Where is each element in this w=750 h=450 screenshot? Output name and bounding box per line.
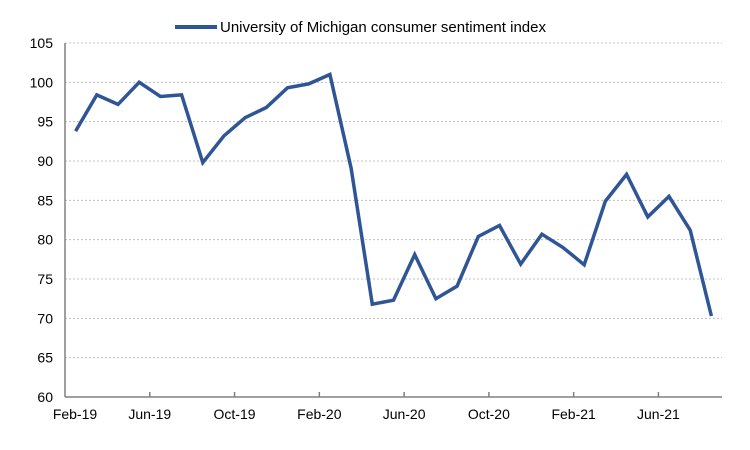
y-tick-label: 80 [37,232,53,248]
series-line-consumer-sentiment [74,72,714,317]
x-axis-ticks: Feb-19 Jun-19 Oct-19 Feb-20 Jun-20 Oct-20 Feb-… [53,392,680,422]
x-tick-label: Feb-21 [551,406,596,422]
y-tick-label: 105 [30,35,54,51]
y-tick-label: 70 [37,310,53,326]
y-tick-label: 100 [30,74,54,90]
x-tick-label: Oct-19 [214,406,256,422]
data-points [75,74,712,317]
legend-label: University of Michigan consumer sentimen… [220,19,546,36]
x-tick-label: Feb-19 [53,406,98,422]
y-tick-label: 65 [37,350,53,366]
x-tick-label: Feb-20 [297,406,342,422]
legend: University of Michigan consumer sentimen… [175,19,546,36]
x-tick-label: Oct-20 [468,406,510,422]
y-axis-ticks: 60 65 70 75 80 85 90 95 100 105 [30,35,54,405]
y-tick-label: 90 [37,153,53,169]
x-tick-label: Jun-20 [383,406,426,422]
y-tick-label: 85 [37,192,53,208]
x-tick-label: Jun-19 [128,406,171,422]
gridlines [65,42,722,359]
x-tick-label: Jun-21 [637,406,680,422]
y-tick-label: 95 [37,114,53,130]
y-tick-label: 75 [37,271,53,287]
y-tick-label: 60 [37,389,53,405]
